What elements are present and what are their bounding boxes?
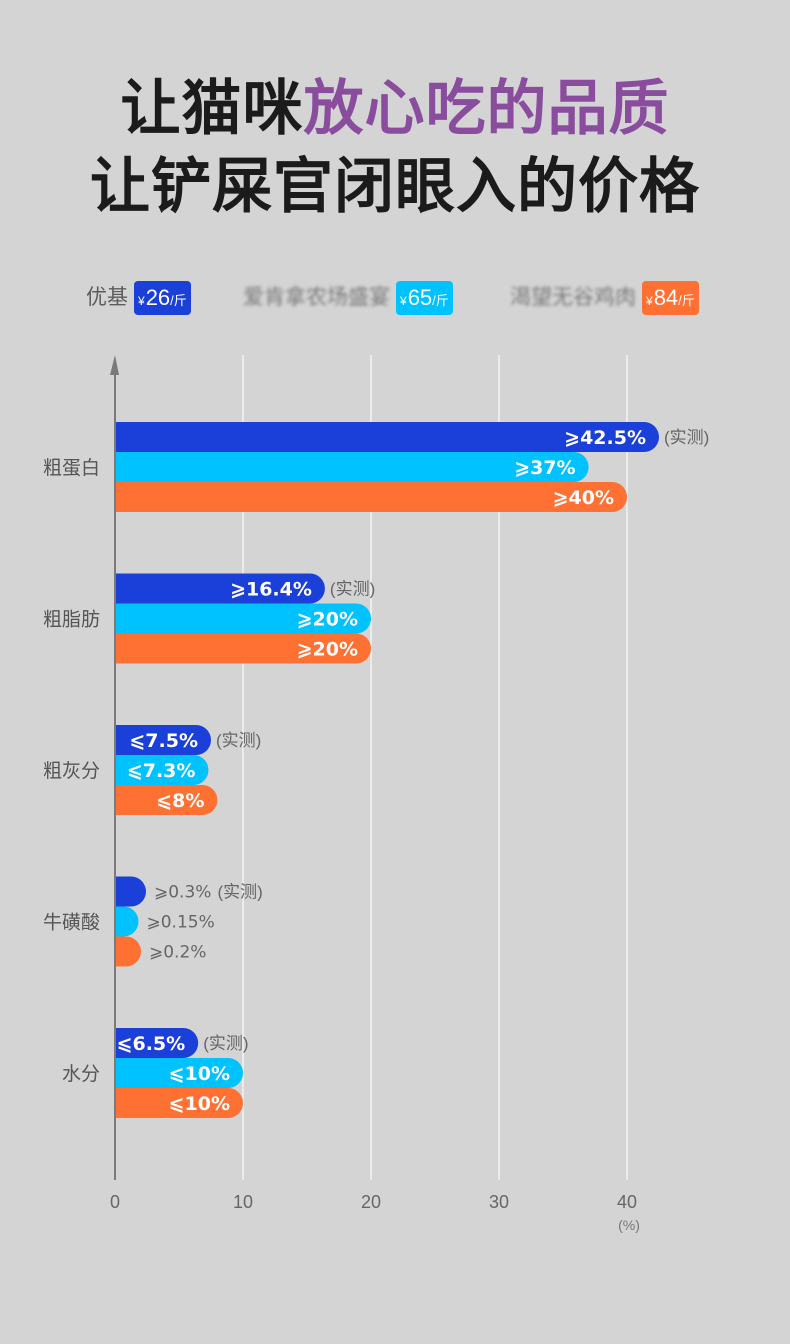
bar-value-label: ⩽10% <box>169 1093 230 1115</box>
measured-note: (实测) <box>216 731 261 750</box>
headline-accent: 放心吃的品质 <box>303 75 670 142</box>
bar <box>116 422 659 452</box>
currency-symbol: ¥ <box>400 294 407 308</box>
x-axis-unit: (%) <box>618 1217 640 1233</box>
bar-value-label: ⩽7.5% <box>129 730 198 752</box>
x-tick-label: 40 <box>617 1192 637 1212</box>
price-amount: 26 <box>145 285 171 310</box>
price-badge: ¥84/斤 <box>642 281 699 315</box>
bar <box>116 785 218 815</box>
bar <box>116 482 627 512</box>
price-badge: ¥65/斤 <box>396 281 453 315</box>
legend-name: 爱肯拿农场盛宴 <box>243 286 390 309</box>
bar-value-label: ⩽6.5% <box>117 1033 186 1055</box>
headline-line-1: 让猫咪放心吃的品质 <box>0 70 790 148</box>
headline-line-2: 让铲屎官闭眼入的价格 <box>90 153 700 220</box>
price-unit: /斤 <box>170 293 187 308</box>
bar <box>116 906 139 937</box>
bar-value-label: ⩾16.4% <box>230 579 312 601</box>
measured-note: (实测) <box>664 428 709 447</box>
measured-note: (实测) <box>330 580 375 599</box>
measured-note: (实测) <box>217 883 262 902</box>
legend-item-1: 爱肯拿农场盛宴 ¥65/斤 <box>243 281 453 315</box>
axis-arrow-icon <box>110 355 119 375</box>
bar <box>116 936 141 967</box>
bar-value-label: ⩾37% <box>514 457 575 479</box>
bar-value-label: ⩾42.5% <box>564 427 646 449</box>
bar-value-label: ⩽10% <box>169 1063 230 1085</box>
bar <box>116 573 325 604</box>
price-amount: 65 <box>407 285 433 310</box>
x-tick-label: 10 <box>233 1192 253 1212</box>
bar-value-label: ⩽8% <box>156 790 204 812</box>
price-unit: /斤 <box>678 293 695 308</box>
bar <box>116 1028 199 1058</box>
bar-value-label: ⩽7.3% <box>127 760 196 782</box>
bar-value-label: ⩾0.2% <box>149 943 206 963</box>
category-label: 水分 <box>62 1063 100 1085</box>
bar-value-label-outside: ⩾0.15% <box>147 913 215 933</box>
bar <box>116 1058 243 1088</box>
price-amount: 84 <box>653 285 679 310</box>
currency-symbol: ¥ <box>646 294 653 308</box>
bar <box>116 603 372 634</box>
bar <box>116 1088 243 1118</box>
bar-value-label: ⩾40% <box>553 487 614 509</box>
bar <box>116 876 146 907</box>
bar-value-label: ⩾20% <box>297 609 358 631</box>
bar-value-label: ⩾20% <box>297 639 358 661</box>
category-label: 牛磺酸 <box>43 912 100 934</box>
category-label: 粗蛋白 <box>43 457 100 479</box>
x-tick-label: 30 <box>489 1192 509 1212</box>
category-label: 粗灰分 <box>43 760 100 782</box>
legend-item-2: 渴望无谷鸡肉 ¥84/斤 <box>510 281 699 315</box>
legend-item-0: 优基 ¥26/斤 <box>86 281 191 315</box>
bar-value-label: ⩾0.15% <box>147 913 215 933</box>
x-tick-label: 20 <box>361 1192 381 1212</box>
legend-name: 优基 <box>86 286 128 309</box>
price-badge: ¥26/斤 <box>134 281 191 315</box>
bar-value-label-outside: ⩾0.3% (实测) <box>154 883 263 903</box>
price-unit: /斤 <box>432 293 449 308</box>
bar-value-label: ⩾0.3% <box>154 883 211 903</box>
x-tick-label: 0 <box>110 1192 120 1212</box>
measured-note: (实测) <box>203 1034 248 1053</box>
headline-lead: 让猫咪 <box>120 75 304 142</box>
bar <box>116 452 589 482</box>
legend-name: 渴望无谷鸡肉 <box>510 286 636 309</box>
bar-value-label-outside: ⩾0.2% <box>149 943 206 963</box>
bar <box>116 633 372 664</box>
bar <box>116 725 211 755</box>
headline: 让猫咪放心吃的品质 让铲屎官闭眼入的价格 <box>0 70 790 226</box>
currency-symbol: ¥ <box>138 294 145 308</box>
category-label: 粗脂肪 <box>43 609 100 631</box>
bar <box>116 755 209 785</box>
